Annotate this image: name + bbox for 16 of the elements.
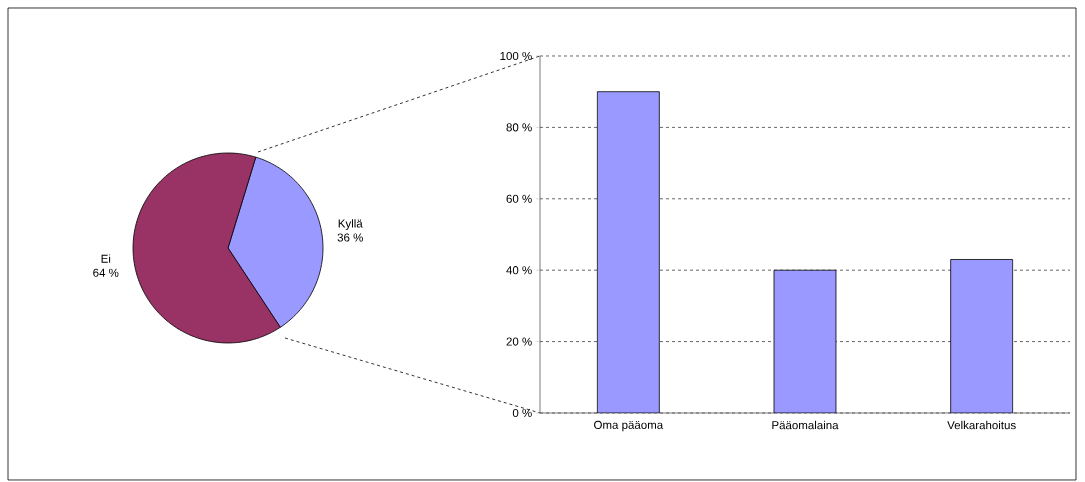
- y-tick-label: 0 %: [512, 408, 532, 418]
- x-tick-label: Velkarahoitus: [947, 420, 1016, 430]
- slice-label: Kyllä: [338, 219, 363, 230]
- data-label: 36 %: [337, 233, 363, 242]
- bar: [950, 259, 1014, 413]
- y-tick-label: 60 %: [506, 194, 532, 203]
- y-tick-label: 40 %: [506, 266, 532, 275]
- y-tick-label: 80 %: [506, 123, 532, 132]
- bar: [596, 91, 660, 413]
- data-label: 64 %: [93, 268, 119, 277]
- x-tick-label: Oma pääoma: [594, 420, 664, 432]
- slice-label: Ei: [101, 254, 111, 263]
- y-tick-label: 100 %: [500, 51, 532, 61]
- y-tick-label: 20 %: [506, 337, 532, 346]
- x-tick-label: Pääomalaina: [772, 420, 839, 430]
- bar: [773, 269, 837, 413]
